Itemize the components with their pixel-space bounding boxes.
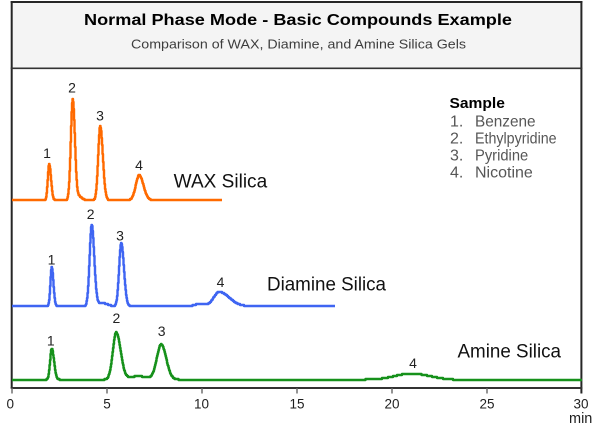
svg-text:4: 4 xyxy=(217,274,225,290)
svg-text:4: 4 xyxy=(409,355,417,371)
svg-text:2: 2 xyxy=(87,206,95,222)
svg-text:Pyridine: Pyridine xyxy=(475,148,528,165)
svg-text:2.: 2. xyxy=(450,131,463,148)
svg-text:1: 1 xyxy=(48,252,56,268)
svg-text:5: 5 xyxy=(103,397,111,412)
svg-text:min: min xyxy=(569,411,592,426)
svg-text:4: 4 xyxy=(135,157,143,173)
svg-text:Ethylpyridine: Ethylpyridine xyxy=(475,131,557,148)
svg-text:WAX Silica: WAX Silica xyxy=(174,171,268,192)
svg-text:3: 3 xyxy=(96,108,104,124)
svg-text:10: 10 xyxy=(194,397,209,412)
svg-text:Sample: Sample xyxy=(450,95,505,112)
svg-text:2: 2 xyxy=(68,80,76,96)
svg-text:1: 1 xyxy=(47,332,55,348)
svg-text:0: 0 xyxy=(7,397,15,412)
svg-text:Diamine Silica: Diamine Silica xyxy=(267,274,386,295)
svg-text:Amine Silica: Amine Silica xyxy=(458,342,562,363)
svg-text:Comparison of WAX, Diamine, an: Comparison of WAX, Diamine, and Amine Si… xyxy=(131,37,467,52)
svg-text:2: 2 xyxy=(113,310,121,326)
svg-text:25: 25 xyxy=(479,397,494,412)
svg-text:1: 1 xyxy=(43,145,51,161)
svg-text:3.: 3. xyxy=(450,148,463,165)
svg-text:30: 30 xyxy=(573,397,588,412)
svg-text:4.: 4. xyxy=(450,165,463,182)
svg-text:20: 20 xyxy=(384,397,399,412)
svg-text:Nicotine: Nicotine xyxy=(475,165,533,182)
svg-text:3: 3 xyxy=(116,228,124,244)
svg-text:3: 3 xyxy=(158,323,166,339)
svg-text:15: 15 xyxy=(289,397,304,412)
svg-text:Benzene: Benzene xyxy=(475,114,536,131)
svg-text:1.: 1. xyxy=(450,114,463,131)
svg-text:Normal Phase Mode - Basic Comp: Normal Phase Mode - Basic Compounds Exam… xyxy=(84,12,512,29)
